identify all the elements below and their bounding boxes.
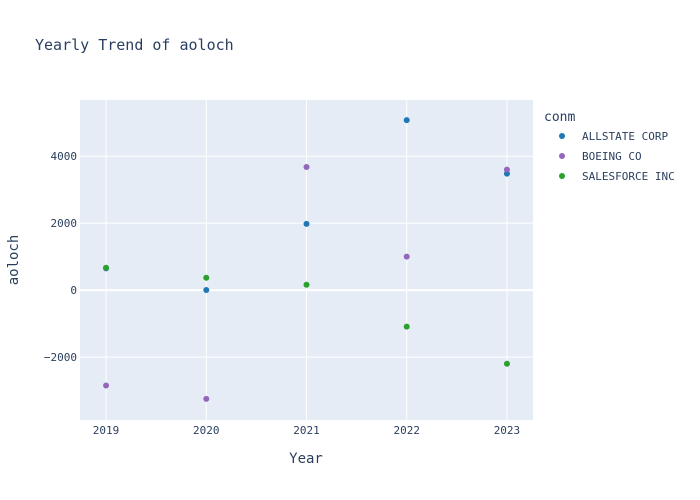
legend-title: conm: [544, 110, 575, 125]
y-tick-labels: −2000 0 2000 4000: [44, 150, 77, 364]
data-point[interactable]: [203, 395, 210, 402]
data-points: [103, 117, 510, 402]
legend-label: SALESFORCE INC: [582, 170, 675, 183]
data-point[interactable]: [403, 323, 410, 330]
legend-item[interactable]: SALESFORCE INC: [559, 170, 675, 183]
data-point[interactable]: [303, 163, 310, 170]
x-tick-label: 2020: [193, 424, 220, 437]
data-point[interactable]: [103, 264, 110, 271]
x-tick-label: 2021: [293, 424, 320, 437]
legend-item[interactable]: BOEING CO: [559, 150, 642, 163]
data-point[interactable]: [503, 360, 510, 367]
legend-marker: [559, 173, 565, 179]
legend-label: ALLSTATE CORP: [582, 130, 668, 143]
data-point[interactable]: [403, 253, 410, 260]
x-tick-labels: 2019 2020 2021 2022 2023: [93, 424, 520, 437]
legend-label: BOEING CO: [582, 150, 642, 163]
data-point[interactable]: [503, 166, 510, 173]
x-tick-label: 2019: [93, 424, 120, 437]
data-point[interactable]: [303, 281, 310, 288]
x-tick-label: 2023: [494, 424, 521, 437]
legend[interactable]: conm ALLSTATE CORP BOEING CO SALESFORCE IN…: [544, 110, 675, 183]
y-axis-label: aoloch: [6, 235, 22, 286]
y-tick-label: 2000: [51, 217, 78, 230]
data-point[interactable]: [303, 220, 310, 227]
y-tick-label: −2000: [44, 351, 77, 364]
data-point[interactable]: [203, 286, 210, 293]
legend-marker: [559, 153, 565, 159]
data-point[interactable]: [403, 117, 410, 124]
y-tick-label: 0: [70, 284, 77, 297]
x-axis-label: Year: [289, 451, 323, 467]
data-point[interactable]: [203, 274, 210, 281]
legend-marker: [559, 133, 565, 139]
grid-lines: [80, 100, 533, 420]
y-tick-label: 4000: [51, 150, 78, 163]
x-tick-label: 2022: [393, 424, 420, 437]
legend-item[interactable]: ALLSTATE CORP: [559, 130, 668, 143]
chart-title: Yearly Trend of aoloch: [35, 36, 234, 54]
data-point[interactable]: [103, 382, 110, 389]
